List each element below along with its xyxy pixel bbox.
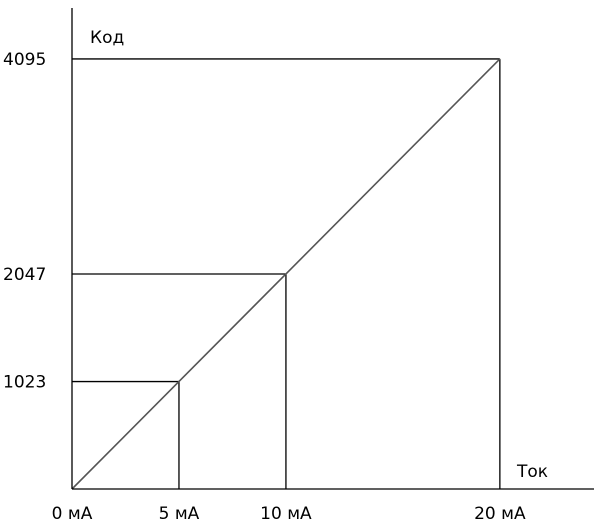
y-tick-label-1: 2047 <box>3 265 46 285</box>
series-lines <box>71 58 501 490</box>
x-tick-label-2: 10 мА <box>260 504 312 524</box>
x-tick-label-1: 5 мА <box>159 504 200 524</box>
series-line-0 <box>71 58 501 490</box>
y-tick-label-0: 1023 <box>3 373 46 393</box>
y-tick-label-2: 4095 <box>3 50 46 70</box>
x-tick-labels: 0 мА 5 мА 10 мА 20 мА <box>52 504 526 524</box>
x-tick-label-0: 0 мА <box>52 504 93 524</box>
y-tick-labels: 1023 2047 4095 <box>3 50 46 393</box>
guide-lines <box>72 58 501 489</box>
x-tick-label-3: 20 мА <box>474 504 526 524</box>
y-axis-label: Код <box>90 28 124 48</box>
x-axis-label: Ток <box>516 462 548 482</box>
